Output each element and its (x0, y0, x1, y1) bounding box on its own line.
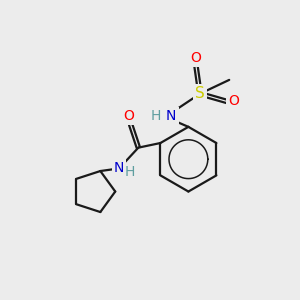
Text: O: O (228, 94, 239, 108)
Text: O: O (124, 109, 134, 123)
Text: N: N (114, 161, 124, 176)
Text: S: S (195, 86, 205, 101)
Text: N: N (166, 109, 176, 123)
Text: H: H (125, 165, 135, 179)
Text: H: H (151, 109, 161, 123)
Text: O: O (191, 51, 202, 65)
